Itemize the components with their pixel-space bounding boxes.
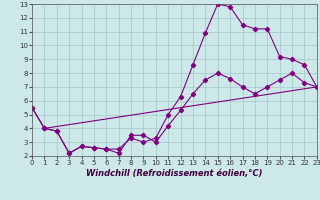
X-axis label: Windchill (Refroidissement éolien,°C): Windchill (Refroidissement éolien,°C) [86, 169, 263, 178]
